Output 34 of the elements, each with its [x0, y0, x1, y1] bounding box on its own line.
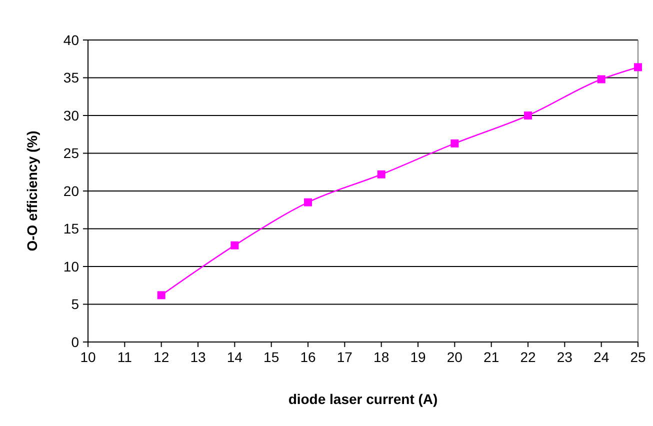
point — [304, 198, 312, 206]
point — [524, 112, 532, 120]
y-tick-label: 25 — [63, 145, 80, 162]
x-tick-label: 22 — [520, 349, 536, 365]
x-tick-label: 21 — [484, 349, 500, 365]
y-tick-label: 30 — [63, 107, 80, 124]
point — [450, 139, 459, 148]
point — [230, 241, 239, 250]
y-axis-title: O-O efficiency (%) — [24, 130, 40, 252]
x-tick-label: 17 — [336, 349, 353, 365]
y-tick-label: 5 — [71, 296, 80, 312]
x-tick-label: 12 — [154, 349, 170, 365]
point — [597, 75, 606, 84]
x-tick-label: 18 — [374, 349, 390, 365]
x-tick-label: 16 — [300, 349, 316, 365]
x-tick-label: 13 — [190, 349, 206, 365]
y-tick-label: 0 — [71, 334, 80, 350]
y-tick-label: 10 — [63, 258, 80, 274]
x-tick-label: 19 — [410, 349, 426, 365]
y-tick-label: 40 — [63, 32, 80, 48]
x-tick-label: 25 — [630, 349, 646, 365]
y-tick-label: 35 — [63, 70, 80, 86]
point — [157, 291, 166, 300]
x-tick-label: 14 — [226, 349, 243, 365]
x-axis-title: diode laser current (A) — [288, 391, 438, 407]
point — [377, 170, 386, 178]
x-tick-label: 24 — [594, 349, 610, 365]
x-tick-label: 23 — [556, 349, 573, 365]
point — [634, 63, 642, 72]
x-tick-label: 15 — [264, 349, 280, 365]
y-tick-label: 20 — [63, 182, 80, 199]
x-tick-label: 20 — [446, 349, 463, 365]
x-tick-label: 11 — [117, 349, 132, 365]
y-tick-label: 15 — [63, 220, 80, 237]
